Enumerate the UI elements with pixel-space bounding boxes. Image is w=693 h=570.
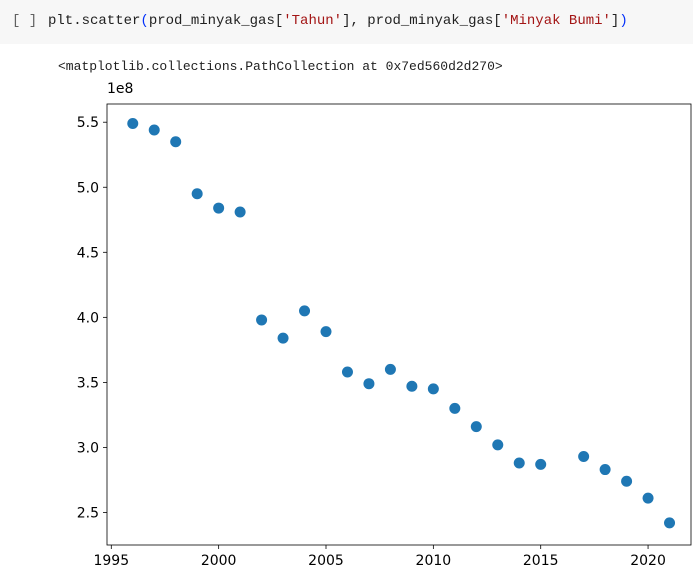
code-token: 'Minyak Bumi': [501, 13, 611, 29]
code-cell: [ ] plt.scatter(prod_minyak_gas['Tahun']…: [0, 0, 693, 44]
code-token: ], prod_minyak_gas[: [342, 13, 502, 29]
code-token: prod_minyak_gas[: [148, 13, 284, 29]
point: [127, 118, 139, 130]
point: [621, 475, 633, 487]
point: [642, 492, 654, 504]
run-button[interactable]: [ ]: [12, 13, 38, 29]
x-tick-label: 2020: [630, 553, 666, 569]
x-tick-label: 2015: [523, 553, 559, 569]
point: [406, 380, 418, 392]
point: [470, 421, 482, 433]
y-tick-label: 5.5: [77, 115, 99, 131]
y-tick-label: 3.0: [77, 440, 99, 456]
code-token: ): [619, 13, 628, 29]
point: [299, 305, 311, 317]
point: [513, 457, 525, 469]
x-tick-label: 1995: [93, 553, 129, 569]
code-token: (: [140, 13, 149, 29]
x-tick-label: 2005: [308, 553, 344, 569]
point: [213, 202, 225, 214]
code-token: 'Tahun': [283, 13, 343, 29]
y-offset-label: 1e8: [107, 81, 133, 97]
point: [599, 464, 611, 476]
y-tick-label: 2.5: [77, 505, 99, 521]
cell-output: <matplotlib.collections.PathCollection a…: [58, 59, 503, 74]
point: [578, 451, 590, 463]
x-tick-label: 2000: [201, 553, 237, 569]
point: [320, 326, 332, 338]
point: [427, 383, 439, 395]
axes-frame: [106, 103, 692, 546]
point: [256, 314, 268, 326]
point: [492, 439, 504, 451]
point: [277, 332, 289, 344]
code-token: ]: [610, 13, 620, 29]
y-tick-label: 4.0: [77, 310, 99, 326]
code-token: plt.scatter: [48, 13, 141, 29]
point: [170, 136, 182, 148]
y-tick-label: 3.5: [77, 375, 99, 391]
point: [384, 363, 396, 375]
point: [363, 378, 375, 390]
point: [148, 124, 160, 136]
code: plt.scatter(prod_minyak_gas['Tahun'], pr…: [48, 13, 628, 29]
y-tick-label: 5.0: [77, 180, 99, 196]
x-tick-label: 2010: [416, 553, 452, 569]
point: [449, 402, 461, 414]
point: [191, 188, 203, 200]
point: [664, 517, 676, 529]
point: [234, 206, 246, 218]
point: [341, 366, 353, 378]
point: [535, 458, 547, 470]
y-tick-label: 4.5: [77, 245, 99, 261]
